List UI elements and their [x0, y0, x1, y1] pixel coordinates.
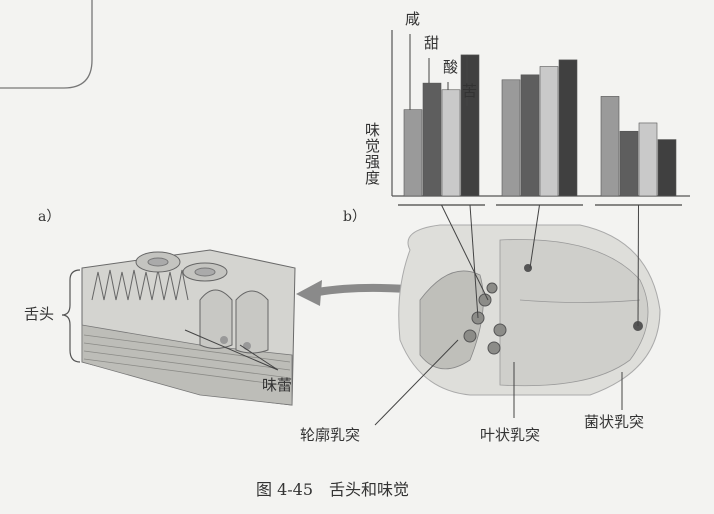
- tongue-top-illustration: [398, 224, 661, 396]
- bar-1-1: [520, 74, 540, 197]
- taste-label-0: 咸: [405, 10, 420, 28]
- bar-3-0: [460, 54, 480, 197]
- group-connector-0: [441, 204, 489, 301]
- bar-0-1: [501, 79, 521, 197]
- panel-b-label: b）: [343, 209, 366, 225]
- papilla-label-foliate: 叶状乳突: [480, 426, 541, 444]
- taste-bud-label: 味蕾: [262, 376, 293, 394]
- papilla-label-fungiform: 菌状乳突: [584, 413, 645, 431]
- taste-bud-leader: [184, 329, 279, 371]
- circumvallate-leader: [374, 339, 459, 426]
- group-connector-1: [529, 204, 540, 269]
- taste-label-3: 苦: [462, 82, 477, 100]
- bar-0-0: [403, 109, 423, 197]
- corner-frame: [0, 0, 93, 89]
- arrow-head: [296, 280, 322, 306]
- y-axis-label: 味觉强度: [363, 122, 381, 186]
- papilla-label-circumvallate: 轮廓乳突: [300, 426, 361, 444]
- group-connector-0b: [469, 204, 479, 319]
- bar-3-2: [657, 139, 677, 197]
- figure-caption: 图 4-45 舌头和味觉: [256, 480, 410, 499]
- taste-label-1: 甜: [424, 34, 439, 52]
- bar-1-0: [422, 82, 442, 197]
- bar-2-1: [539, 66, 559, 197]
- panel-a-label: a）: [38, 209, 61, 225]
- bar-0-2: [600, 96, 620, 197]
- bar-1-2: [619, 130, 639, 197]
- tongue-label: 舌头: [24, 305, 55, 323]
- tongue-block-illustration: [81, 249, 296, 406]
- bar-2-2: [638, 122, 658, 197]
- bar-3-1: [558, 59, 578, 197]
- tongue-bracket: [61, 269, 81, 363]
- group-connector-2: [637, 204, 639, 327]
- taste-label-2: 酸: [443, 58, 458, 76]
- bar-2-0: [441, 89, 461, 197]
